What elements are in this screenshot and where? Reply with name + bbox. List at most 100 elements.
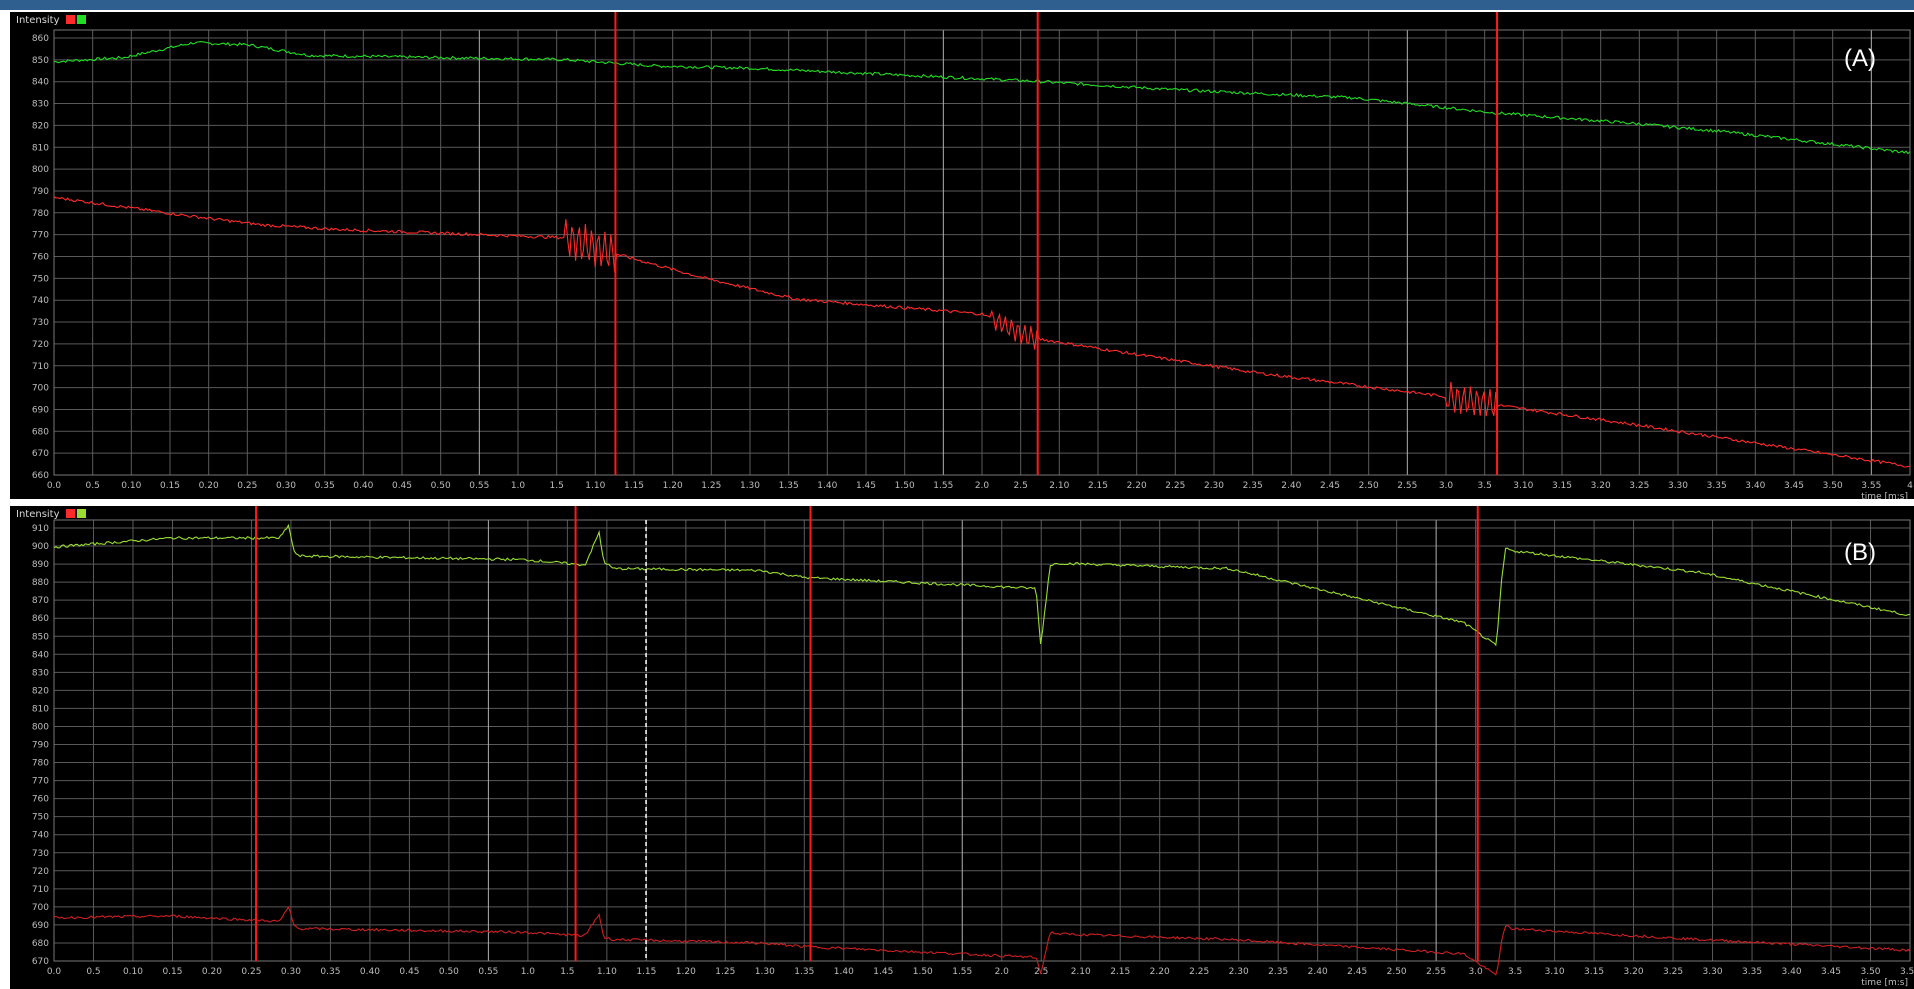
- chart-b-series-line: [53, 905, 1911, 976]
- chart-b-y-tick-label: 860: [32, 614, 49, 624]
- chart-a-y-tick-label: 830: [32, 100, 49, 110]
- chart-b-x-tick-label: 1.30: [755, 967, 775, 977]
- chart-a-x-tick-label: 0.40: [353, 481, 373, 491]
- chart-b-x-tick-label: 0.15: [162, 967, 182, 977]
- chart-a-series-line: [53, 41, 1911, 155]
- chart-a-x-tick-label: 0.5: [86, 481, 100, 491]
- chart-a-x-tick-label: 3.5: [1478, 481, 1492, 491]
- chart-a-y-tick-label: 670: [32, 449, 49, 459]
- chart-b-y-tick-label: 790: [32, 741, 49, 751]
- chart-a-x-tick-label: 2.5: [1014, 481, 1028, 491]
- chart-a-x-tick-label: 3.20: [1591, 481, 1611, 491]
- chart-b-y-tick-label: 740: [32, 831, 49, 841]
- chart-b-x-tick-label: 1.50: [913, 967, 933, 977]
- chart-b-x-tick-label: 0.5: [86, 967, 100, 977]
- chart-a-legend-swatch: [66, 15, 75, 24]
- chart-a-y-tick-label: 770: [32, 231, 49, 241]
- chart-a-x-tick-label: 1.55: [933, 481, 953, 491]
- chart-b-series-line: [53, 523, 1911, 647]
- chart-b-y-tick-label: 700: [32, 903, 49, 913]
- chart-b-x-tick-label: 1.15: [636, 967, 656, 977]
- chart-b-x-tick-label: 3.55: [1900, 967, 1914, 977]
- chart-b-x-tick-label: 0.50: [439, 967, 459, 977]
- chart-a-x-tick-label: 2.45: [1320, 481, 1340, 491]
- chart-b-y-tick-label: 910: [32, 524, 49, 534]
- chart-b-y-tick-label: 710: [32, 885, 49, 895]
- chart-a-svg: 860 850 840 830 820 810 800 790 780 770 760 750 740 7…: [16, 12, 1913, 499]
- chart-a-x-tick-label: 0.55: [469, 481, 489, 491]
- chart-b-y-tick-label: 780: [32, 759, 49, 769]
- chart-b-y-tick-label: 670: [32, 957, 49, 967]
- chart-a-x-tick-label: 2.40: [1281, 481, 1301, 491]
- chart-b-x-tick-label: 1.20: [676, 967, 696, 977]
- chart-a-y-tick-label: 720: [32, 340, 49, 350]
- chart-a-x-tick-label: 3.40: [1745, 481, 1765, 491]
- chart-a-x-tick-label: 1.25: [701, 481, 721, 491]
- chart-b-x-tick-label: 2.30: [1229, 967, 1249, 977]
- chart-a-x-tick-label: 3.35: [1707, 481, 1727, 491]
- chart-a-y-tick-label: 740: [32, 296, 49, 306]
- chart-b-x-tick-label: 0.55: [478, 967, 498, 977]
- chart-a-x-tick-label: 0.25: [237, 481, 257, 491]
- chart-a-y-tick-label: 660: [32, 471, 49, 481]
- chart-b-y-tick-label: 770: [32, 777, 49, 787]
- chart-b-x-tick-label: 1.0: [521, 967, 536, 977]
- chart-b-plot-frame: [53, 519, 1911, 962]
- chart-a-x-tick-label: 4: [1907, 481, 1913, 491]
- chart-a-plot-frame: [53, 29, 1911, 476]
- chart-a-x-tick-label: 0.15: [160, 481, 180, 491]
- chart-b-x-tick-label: 1.45: [873, 967, 893, 977]
- chart-b-y-axis-title: Intensity: [16, 509, 60, 520]
- chart-b-svg: 910 900 890 880 870 860 850 840 830 820 810 800 790 7…: [16, 506, 1914, 988]
- chart-a-x-tick-label: 1.45: [856, 481, 876, 491]
- chart-b-legend-swatch: [77, 509, 86, 518]
- chart-a-y-tick-label: 840: [32, 78, 49, 88]
- top-border: [0, 0, 1914, 10]
- chart-b-y-tick-label: 810: [32, 704, 49, 714]
- chart-a-y-tick-label: 710: [32, 362, 49, 372]
- chart-b-y-tick-label: 720: [32, 867, 49, 877]
- chart-b-y-tick-label: 760: [32, 795, 49, 805]
- chart-a-y-axis-title: Intensity: [16, 15, 60, 26]
- chart-a-x-tick-label: 1.0: [511, 481, 526, 491]
- chart-a-x-tick-label: 0.50: [431, 481, 451, 491]
- chart-a-x-tick-label: 0.45: [392, 481, 412, 491]
- chart-b-x-tick-label: 1.10: [597, 967, 617, 977]
- chart-b-y-tick-label: 850: [32, 632, 49, 642]
- chart-b-x-tick-label: 0.35: [320, 967, 340, 977]
- chart-a-x-tick-label: 2.55: [1397, 481, 1417, 491]
- chart-b-y-tick-label: 840: [32, 650, 49, 660]
- chart-a-x-tick-label: 0.30: [276, 481, 296, 491]
- chart-a-x-tick-label: 1.10: [585, 481, 605, 491]
- chart-a-y-tick-label: 800: [32, 165, 49, 175]
- chart-a-y-tick-label: 820: [32, 121, 49, 131]
- chart-b-x-tick-label: 2.40: [1308, 967, 1328, 977]
- chart-b-y-tick-label: 890: [32, 560, 49, 570]
- chart-a-x-tick-label: 3.0: [1439, 481, 1454, 491]
- chart-b-x-tick-label: 0.0: [47, 967, 62, 977]
- chart-a-x-tick-label: 3.50: [1823, 481, 1843, 491]
- chart-b-x-tick-label: 1.25: [715, 967, 735, 977]
- chart-a-y-tick-label: 760: [32, 253, 49, 263]
- chart-b-y-tick-label: 880: [32, 578, 49, 588]
- chart-a-y-tick-label: 860: [32, 34, 49, 44]
- chart-a-x-tick-label: 2.15: [1088, 481, 1108, 491]
- chart-b-x-tick-label: 3.40: [1782, 967, 1802, 977]
- chart-a-x-tick-label: 1.5: [550, 481, 564, 491]
- chart-b-x-tick-label: 2.20: [1150, 967, 1170, 977]
- chart-b-x-tick-label: 0.30: [281, 967, 301, 977]
- chart-a-x-tick-label: 3.45: [1784, 481, 1804, 491]
- chart-b-x-tick-label: 2.10: [1071, 967, 1091, 977]
- chart-b-x-tick-label: 1.55: [952, 967, 972, 977]
- chart-b-x-tick-label: 2.55: [1426, 967, 1446, 977]
- chart-b-x-tick-label: 3.10: [1545, 967, 1565, 977]
- chart-b-x-tick-label: 3.20: [1624, 967, 1644, 977]
- chart-b-x-tick-label: 2.15: [1110, 967, 1130, 977]
- chart-panel-b: 910 900 890 880 870 860 850 840 830 820 810 800 790 7…: [10, 506, 1914, 989]
- chart-b-y-tick-label: 680: [32, 939, 49, 949]
- chart-a-x-tick-label: 1.30: [740, 481, 760, 491]
- chart-b-x-tick-label: 2.45: [1347, 967, 1367, 977]
- chart-a-y-tick-label: 750: [32, 274, 49, 284]
- chart-a-panel-label: (A): [1844, 45, 1876, 72]
- chart-b-x-tick-label: 0.20: [202, 967, 222, 977]
